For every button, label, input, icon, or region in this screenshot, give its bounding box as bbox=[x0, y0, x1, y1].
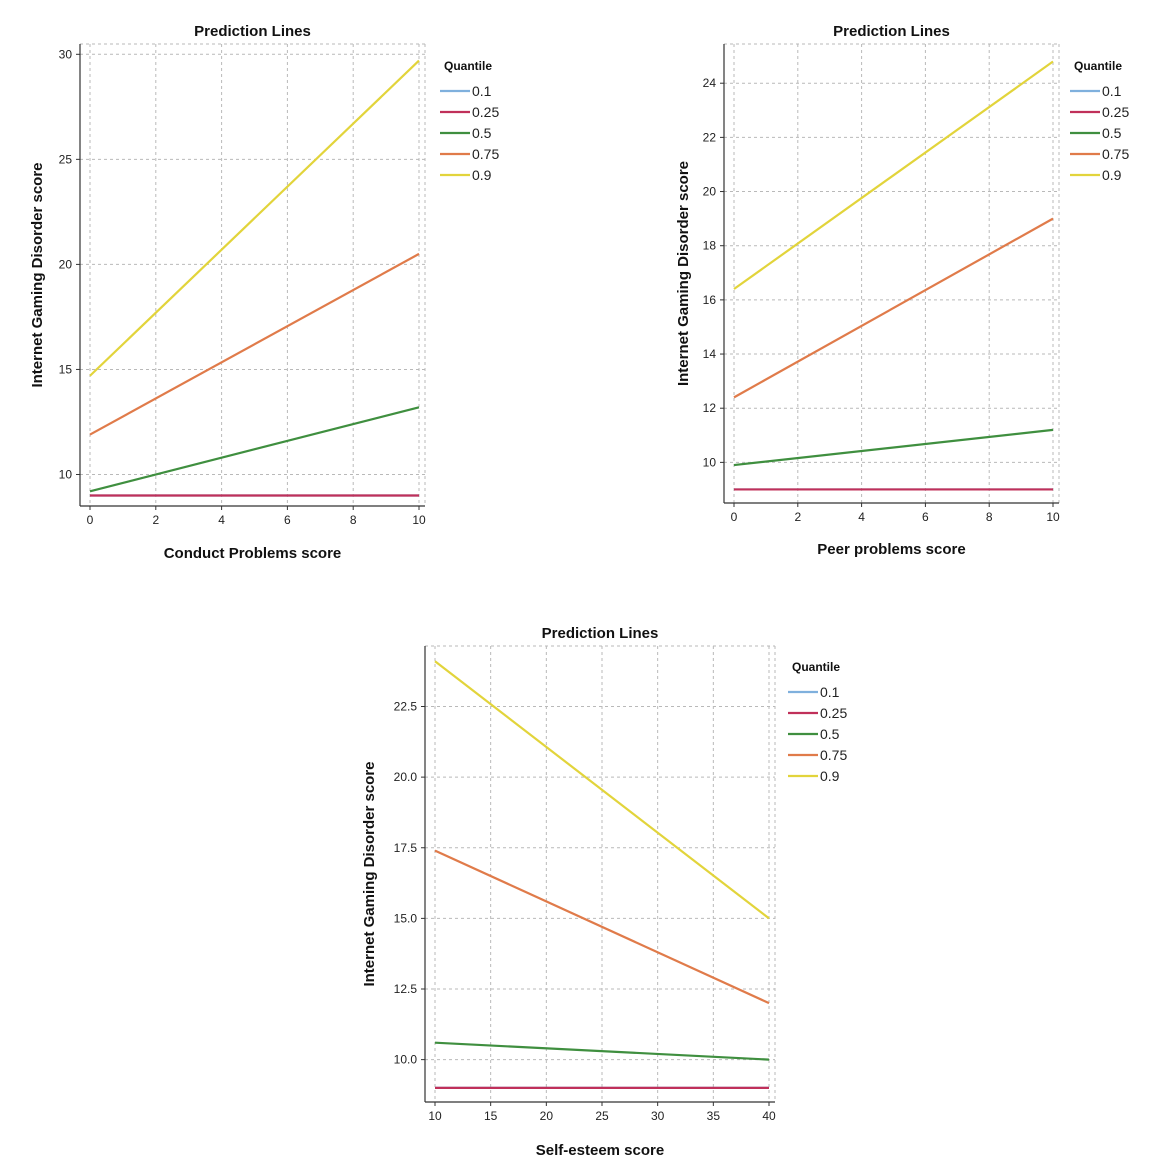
series-line-0-75 bbox=[733, 217, 1054, 399]
x-tick-label: 40 bbox=[762, 1109, 776, 1123]
y-tick-label: 12.5 bbox=[394, 982, 418, 996]
x-tick-label: 10 bbox=[412, 513, 426, 527]
series-line-0-5 bbox=[89, 406, 420, 493]
x-tick-label: 20 bbox=[540, 1109, 554, 1123]
legend-label: 0.9 bbox=[820, 768, 840, 784]
x-tick-label: 15 bbox=[484, 1109, 498, 1123]
x-tick-label: 6 bbox=[284, 513, 291, 527]
legend-label: 0.75 bbox=[1102, 146, 1129, 162]
legend-label: 0.5 bbox=[472, 125, 492, 141]
x-axis-label: Conduct Problems score bbox=[164, 545, 342, 562]
series-line-0-9 bbox=[733, 60, 1054, 290]
y-tick-label: 20 bbox=[703, 185, 717, 199]
chart-title: Prediction Lines bbox=[542, 625, 659, 642]
x-tick-label: 4 bbox=[218, 513, 225, 527]
series-line-0-9 bbox=[434, 660, 770, 920]
y-tick-label: 14 bbox=[703, 347, 717, 361]
x-axis-label: Self-esteem score bbox=[536, 1142, 664, 1159]
legend-title: Quantile bbox=[792, 660, 840, 674]
legend-label: 0.1 bbox=[472, 83, 492, 99]
y-tick-label: 10.0 bbox=[394, 1053, 418, 1067]
y-axis-label: Internet Gaming Disorder score bbox=[29, 162, 46, 387]
chart-title: Prediction Lines bbox=[833, 23, 950, 40]
legend-label: 0.25 bbox=[472, 104, 499, 120]
y-tick-label: 20 bbox=[59, 257, 73, 271]
y-tick-label: 16 bbox=[703, 293, 717, 307]
legend-label: 0.75 bbox=[820, 747, 847, 763]
x-tick-label: 4 bbox=[858, 510, 865, 524]
y-tick-label: 30 bbox=[59, 47, 73, 61]
x-tick-label: 10 bbox=[428, 1109, 442, 1123]
legend-label: 0.9 bbox=[1102, 167, 1122, 183]
legend-label: 0.75 bbox=[472, 146, 499, 162]
y-tick-label: 20.0 bbox=[394, 770, 418, 784]
x-tick-label: 0 bbox=[731, 510, 738, 524]
series-line-0-9 bbox=[89, 59, 420, 377]
x-tick-label: 25 bbox=[595, 1109, 609, 1123]
x-tick-label: 10 bbox=[1046, 510, 1060, 524]
y-tick-label: 24 bbox=[703, 76, 717, 90]
y-axis-label: Internet Gaming Disorder score bbox=[675, 161, 692, 386]
y-axis-label: Internet Gaming Disorder score bbox=[361, 761, 378, 986]
y-tick-label: 15.0 bbox=[394, 911, 418, 925]
x-tick-label: 2 bbox=[794, 510, 801, 524]
y-tick-label: 17.5 bbox=[394, 841, 418, 855]
y-tick-label: 15 bbox=[59, 362, 73, 376]
legend-title: Quantile bbox=[444, 59, 492, 73]
legend-label: 0.1 bbox=[1102, 83, 1122, 99]
legend-label: 0.9 bbox=[472, 167, 492, 183]
y-tick-label: 12 bbox=[703, 401, 717, 415]
y-tick-label: 10 bbox=[59, 467, 73, 481]
series-line-0-5 bbox=[733, 428, 1054, 467]
y-tick-label: 10 bbox=[703, 455, 717, 469]
legend-label: 0.5 bbox=[820, 726, 840, 742]
legend-label: 0.25 bbox=[820, 705, 847, 721]
legend-label: 0.25 bbox=[1102, 104, 1129, 120]
series-line-0-75 bbox=[434, 849, 770, 1005]
x-tick-label: 6 bbox=[922, 510, 929, 524]
y-tick-label: 25 bbox=[59, 152, 73, 166]
y-tick-label: 18 bbox=[703, 239, 717, 253]
y-tick-label: 22.5 bbox=[394, 700, 418, 714]
chart-self-esteem: 10 15 20 25 30 35 40 10.0 12.5 15.0 17.5 20.0 22.5 Pr… bbox=[361, 625, 847, 1159]
series-line-0-5 bbox=[434, 1041, 770, 1061]
chart-title: Prediction Lines bbox=[194, 23, 311, 40]
chart-conduct-problems: 0 2 4 6 8 10 10 15 20 25 30 Prediction Lines Conduct… bbox=[29, 23, 499, 562]
x-tick-label: 8 bbox=[986, 510, 993, 524]
x-tick-label: 8 bbox=[350, 513, 357, 527]
y-tick-label: 22 bbox=[703, 130, 717, 144]
x-axis-label: Peer problems score bbox=[817, 541, 965, 558]
legend-title: Quantile bbox=[1074, 59, 1122, 73]
x-tick-label: 30 bbox=[651, 1109, 665, 1123]
series-line-0-75 bbox=[89, 252, 420, 436]
x-tick-label: 0 bbox=[87, 513, 94, 527]
legend-label: 0.1 bbox=[820, 684, 840, 700]
x-tick-label: 2 bbox=[152, 513, 159, 527]
legend-label: 0.5 bbox=[1102, 125, 1122, 141]
x-tick-label: 35 bbox=[707, 1109, 721, 1123]
